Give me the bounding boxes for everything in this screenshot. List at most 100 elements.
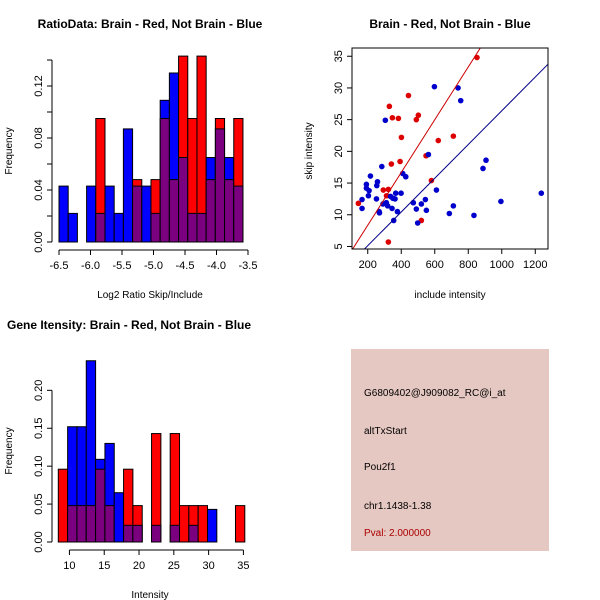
gene-x-tick-label: 15 <box>98 560 110 572</box>
info-background <box>351 349 549 551</box>
gene-bar-overlap <box>151 524 162 543</box>
ratio-bar-overlap <box>178 157 189 243</box>
ratio-histogram-title: RatioData: Brain - Red, Not Brain - Blue <box>38 17 263 31</box>
ratio-x-tick-label: -5.5 <box>113 260 132 272</box>
gene-bar-overlap <box>67 505 78 543</box>
scatter-point-not-brain <box>422 196 429 203</box>
scatter-point-not-brain <box>374 178 381 185</box>
scatter-point-not-brain <box>379 163 385 170</box>
scatter-point-not-brain <box>413 206 420 212</box>
scatter-point-brain <box>397 158 403 165</box>
gene-bar-overlap <box>123 524 134 543</box>
ratio-y-tick-label: 0.08 <box>33 127 45 148</box>
gene-bar-brain <box>234 505 246 543</box>
gene-histogram-title: Gene Itensity: Brain - Red, Not Brain - … <box>7 318 251 332</box>
gene-x-tick-label: 30 <box>202 560 214 572</box>
scatter-point-not-brain <box>367 173 374 179</box>
gene-x-tick-label: 10 <box>63 560 75 572</box>
scatter-point-not-brain <box>373 196 380 202</box>
scatter-point-not-brain <box>457 97 464 104</box>
scatter-point-not-brain <box>392 190 399 197</box>
scatter-xlabel: include intensity <box>414 290 485 301</box>
scatter-point-not-brain <box>425 151 432 158</box>
scatter-point-brain <box>450 133 457 139</box>
gene-bar-overlap <box>76 505 87 543</box>
ratio-bar-overlap <box>95 212 106 243</box>
gene-y-tick-label: 0.10 <box>33 455 45 476</box>
ratio-bar-overlap <box>214 128 226 243</box>
info-panel: G6809402@J909082_RC@i_at altTxStart Pou2… <box>351 349 549 551</box>
scatter-point-brain <box>405 92 412 99</box>
scatter-title: Brain - Red, Not Brain - Blue <box>369 17 531 31</box>
scatter-point-not-brain <box>455 85 461 91</box>
scatter-point-not-brain <box>392 196 398 202</box>
scatter-point-not-brain <box>471 212 477 219</box>
scatter-point-brain <box>398 134 405 141</box>
ratio-bar-overlap <box>196 212 207 243</box>
scatter-y-tick-label: 35 <box>333 50 345 62</box>
ratio-bar-overlap <box>224 179 235 243</box>
ratio-x-tick-label: -4.0 <box>207 260 226 272</box>
ratio-x-tick-label: -6.0 <box>81 260 100 272</box>
scatter-point-brain <box>428 177 435 184</box>
gene-y-tick-label: 0.15 <box>33 418 45 439</box>
info-probe: G6809402@J909082_RC@i_at <box>364 388 506 399</box>
scatter-y-tick-label: 20 <box>333 145 345 157</box>
ratio-bar-overlap <box>205 179 216 243</box>
scatter-point-brain <box>386 103 393 110</box>
fit-line-not-brain <box>363 63 548 249</box>
gene-bar-overlap <box>169 524 181 543</box>
gene-bar-overlap <box>132 524 143 543</box>
scatter-x-tick-label: 800 <box>459 259 477 271</box>
ratio-bar-not-brain <box>86 185 97 243</box>
scatter-x-tick-label: 1200 <box>523 259 547 271</box>
gene-y-tick-label: 0.05 <box>33 493 45 514</box>
scatter-point-brain <box>413 116 420 123</box>
scatter-y-tick-label: 5 <box>333 243 345 249</box>
scatter-point-not-brain <box>410 199 417 206</box>
gene-intensity-histogram: Gene Itensity: Brain - Red, Not Brain - … <box>4 318 251 600</box>
gene-x-tick-label: 20 <box>133 560 145 572</box>
ratio-bar-not-brain <box>122 128 134 243</box>
ratio-y-tick-label: 0.12 <box>33 75 45 96</box>
scatter-point-not-brain <box>382 117 389 124</box>
intensity-scatter: Brain - Red, Not Brain - Blue skip inten… <box>304 17 549 301</box>
gene-histogram-xlabel: Intensity <box>131 590 168 600</box>
scatter-point-brain <box>435 137 442 144</box>
scatter-point-not-brain <box>376 210 383 216</box>
ratio-x-tick-label: -5.0 <box>144 260 163 272</box>
info-gene: Pou2f1 <box>364 462 396 473</box>
scatter-point-brain <box>380 187 387 193</box>
ratio-histogram-xlabel: Log2 Ratio Skip/Include <box>97 290 203 301</box>
ratio-bar-overlap <box>187 212 198 243</box>
scatter-ylabel: skip intensity <box>304 122 315 179</box>
scatter-x-tick-label: 600 <box>426 259 444 271</box>
gene-bar-brain <box>57 468 69 543</box>
scatter-point-not-brain <box>384 203 391 209</box>
scatter-point-not-brain <box>414 220 421 226</box>
scatter-point-brain <box>395 115 402 122</box>
scatter-point-brain <box>388 161 395 167</box>
ratio-bar-not-brain <box>104 185 115 243</box>
gene-bar-brain <box>197 505 209 543</box>
ratio-x-tick-label: -4.5 <box>176 260 195 272</box>
scatter-y-tick-label: 10 <box>333 209 345 221</box>
scatter-y-tick-label: 25 <box>333 114 345 126</box>
ratio-bar-overlap <box>168 179 180 243</box>
scatter-point-brain <box>355 200 362 207</box>
scatter-point-not-brain <box>433 187 440 193</box>
scatter-x-tick-label: 400 <box>392 259 410 271</box>
ratio-bar-overlap <box>132 185 143 243</box>
gene-x-tick-label: 25 <box>168 560 180 572</box>
scatter-point-not-brain <box>365 192 372 199</box>
scatter-point-not-brain <box>480 165 486 172</box>
scatter-point-not-brain <box>446 210 453 217</box>
scatter-point-not-brain <box>450 203 457 209</box>
gene-bar-overlap <box>188 524 199 543</box>
scatter-x-tick-label: 1000 <box>490 259 514 271</box>
scatter-point-not-brain <box>389 205 395 212</box>
scatter-point-brain <box>389 114 396 121</box>
scatter-point-not-brain <box>498 198 504 205</box>
info-pval: Pval: 2.000000 <box>364 528 431 539</box>
